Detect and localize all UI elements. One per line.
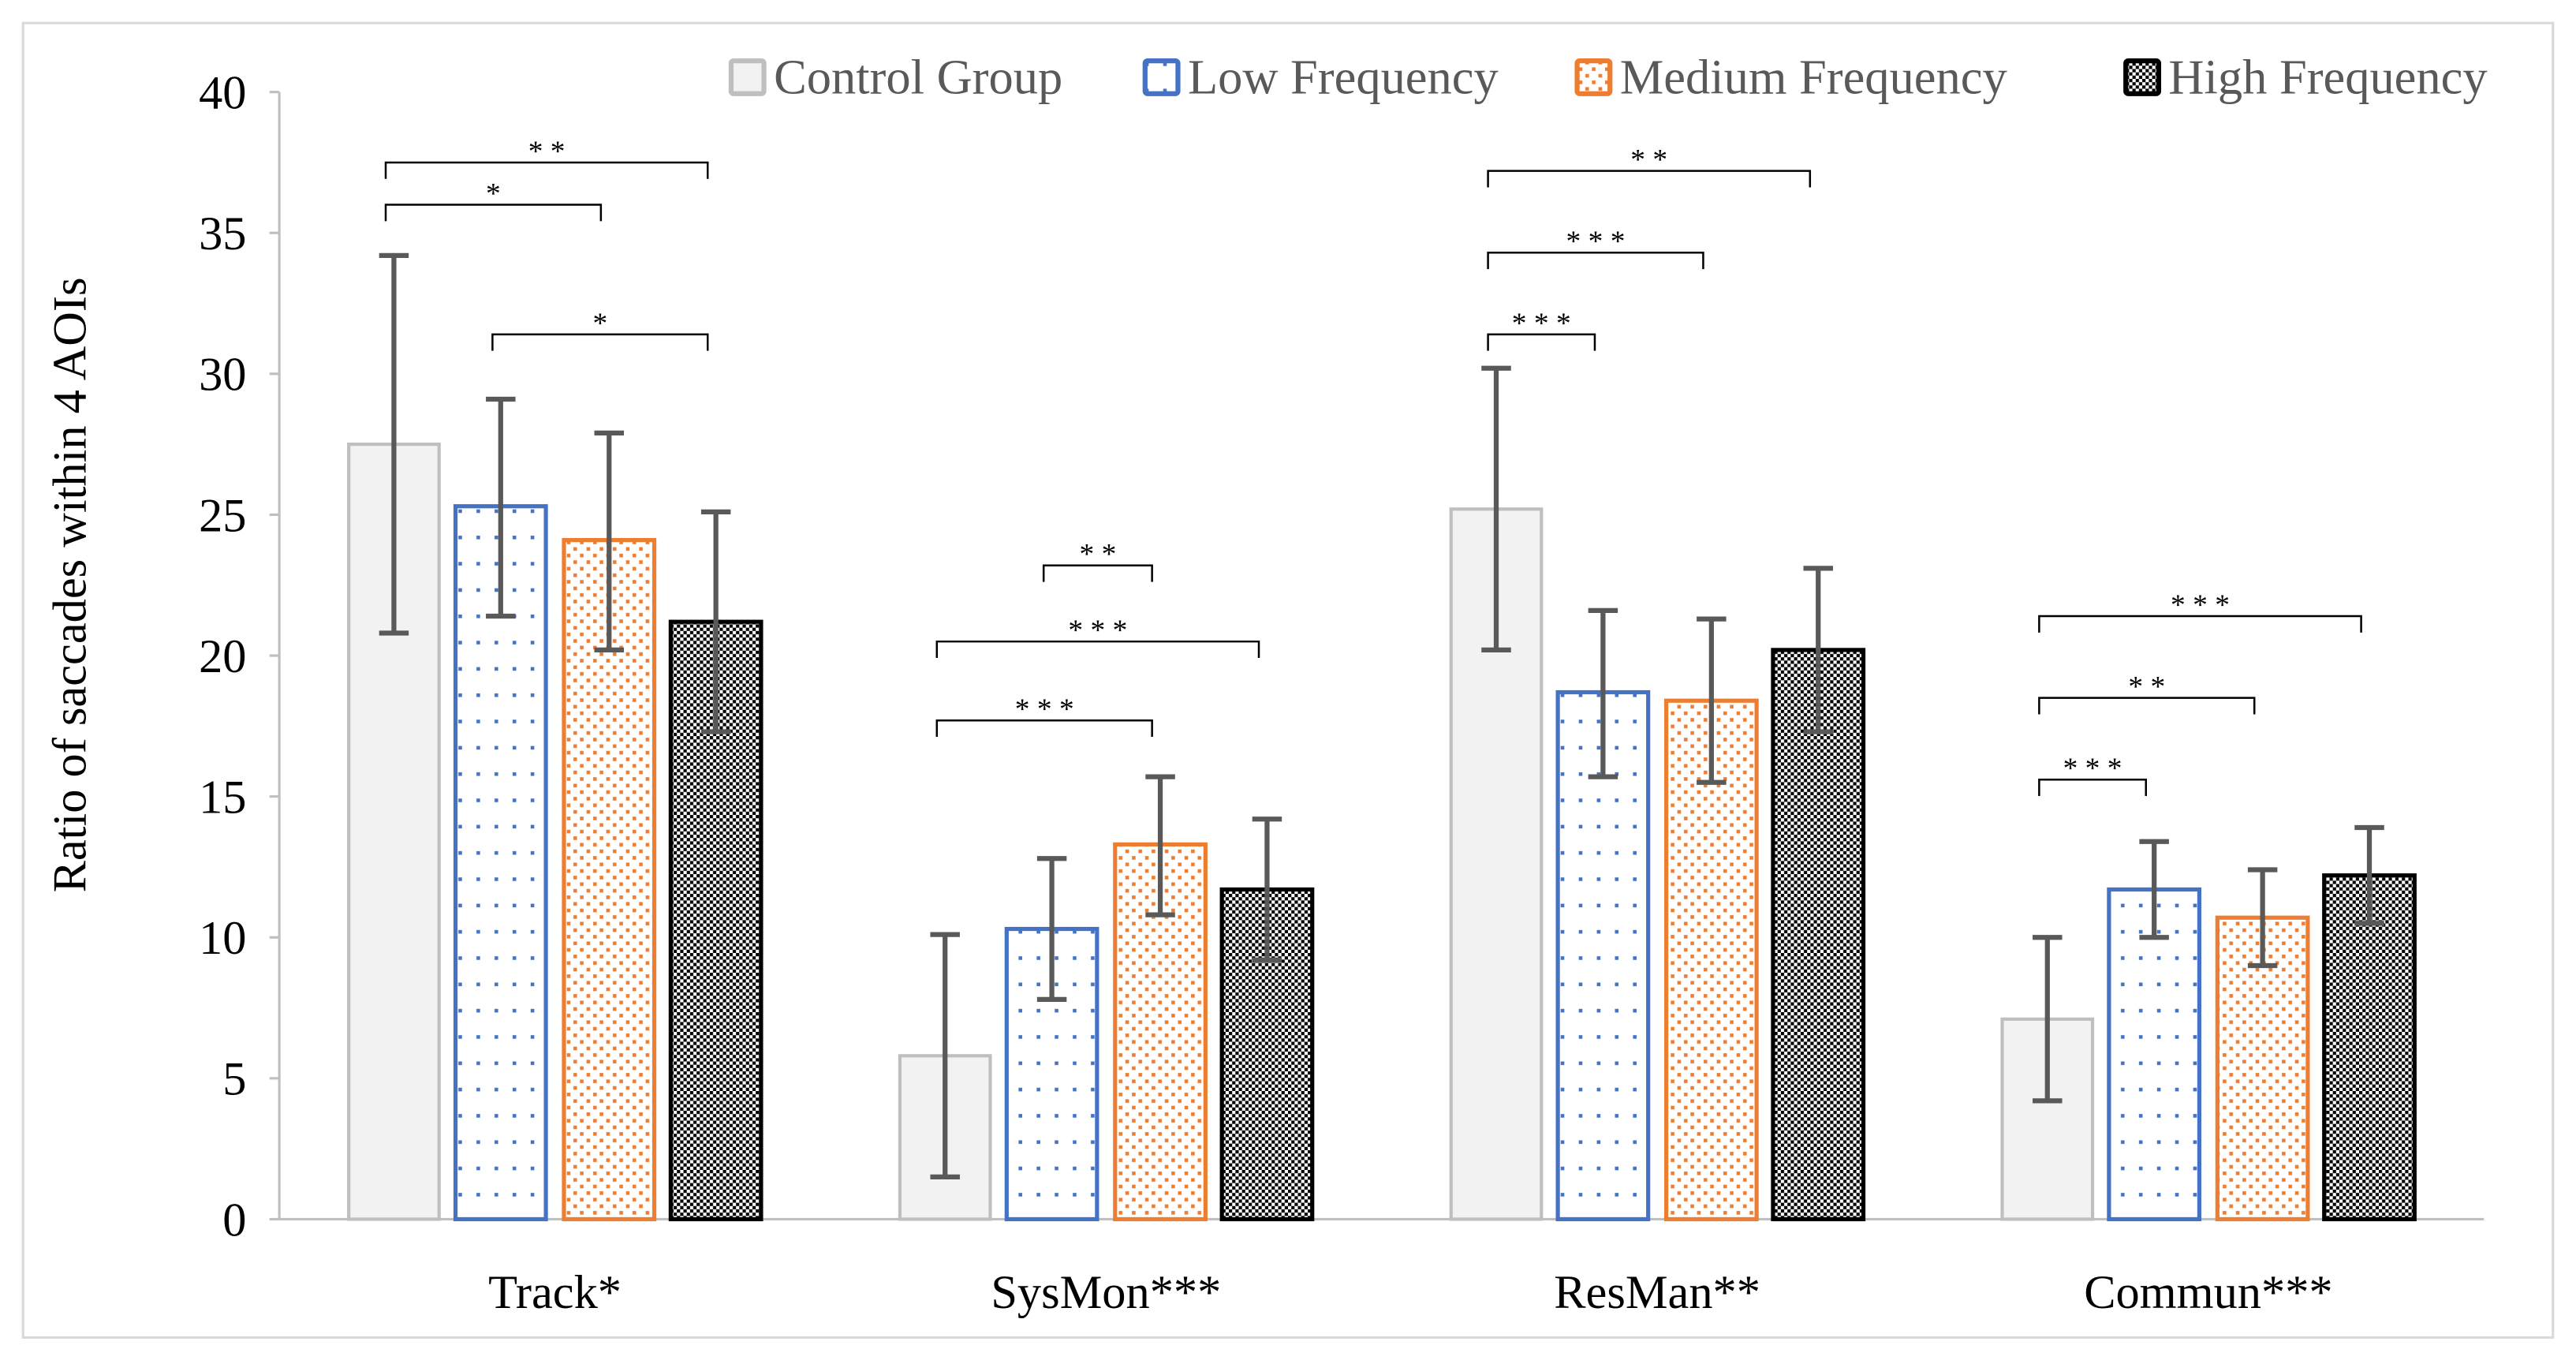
significance-label: * [486,178,501,210]
significance-bracket [384,161,709,179]
bar-control-group [2000,1017,2095,1221]
bar-high-frequency [1771,648,1866,1222]
legend-swatch [2123,58,2162,96]
significance-bracket [2038,697,2256,715]
bar-medium-frequency [1663,698,1759,1222]
significance-bracket [1487,251,1704,270]
bar-low-frequency [1004,926,1099,1222]
significance-label: * * [2128,671,2165,704]
bar-low-frequency [453,504,548,1222]
significance-bracket [384,204,603,222]
significance-label: * [592,308,607,340]
x-tick-label: ResMan** [1554,1266,1760,1319]
significance-label: * * * [2063,753,2122,785]
x-tick-label: Commun*** [2084,1266,2332,1319]
bar-medium-frequency [562,537,657,1222]
y-axis-label: Ratio of saccades within 4 AOIs [43,278,96,893]
bar-high-frequency [2322,873,2417,1222]
bar-low-frequency [2107,887,2202,1222]
y-tick-label: 5 [222,1053,246,1106]
y-tick-label: 35 [199,207,246,260]
x-tick-label: Track* [488,1266,622,1319]
y-tick-label: 25 [199,489,246,542]
significance-label: * * [1079,539,1116,571]
significance-label: * * * [1015,693,1074,726]
y-tick-label: 30 [199,349,246,402]
legend-label: Low Frequency [1188,50,1499,105]
legend-swatch [1574,58,1613,96]
y-tick-label: 40 [199,66,246,119]
legend-label: High Frequency [2168,50,2487,105]
y-tick-label: 0 [222,1194,246,1246]
significance-label: * * [528,136,566,168]
significance-label: * * * [2171,589,2230,622]
significance-label: * * * [1068,615,1127,647]
legend-label: Control Group [774,50,1062,105]
significance-bracket [491,333,709,351]
legend-swatch [728,58,767,96]
significance-bracket [935,640,1260,659]
significance-label: * * * [1512,308,1571,340]
significance-label: * * [1630,144,1667,177]
y-tick-label: 20 [199,630,246,683]
significance-bracket [2038,615,2362,633]
significance-bracket [1487,333,1596,351]
legend-label: Medium Frequency [1620,50,2007,105]
significance-bracket [1042,564,1153,582]
legend-swatch [1142,58,1181,96]
y-tick-label: 15 [199,771,246,824]
significance-bracket [935,719,1153,738]
significance-bracket [1487,170,1812,188]
y-tick-label: 10 [199,912,246,965]
significance-label: * * * [1566,226,1626,258]
x-tick-label: SysMon*** [991,1266,1221,1319]
significance-bracket [2038,778,2148,797]
